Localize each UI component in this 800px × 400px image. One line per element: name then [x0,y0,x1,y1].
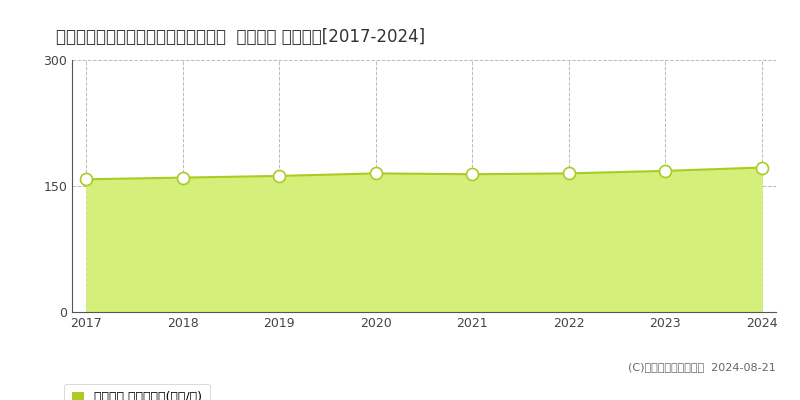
Point [466,171,478,178]
Point [658,168,671,174]
Point [273,173,286,179]
Legend: 地価公示 平均坪単価(万円/坪): 地価公示 平均坪単価(万円/坪) [64,384,210,400]
Point [80,176,93,182]
Point [755,164,768,171]
Text: (C)土地価格ドットコム  2024-08-21: (C)土地価格ドットコム 2024-08-21 [628,362,776,372]
Point [177,174,190,181]
Point [370,170,382,176]
Text: 東京都中野区沼袋１丁目２５７番９外  地価公示 地価推移[2017-2024]: 東京都中野区沼袋１丁目２５７番９外 地価公示 地価推移[2017-2024] [56,28,425,46]
Point [562,170,575,176]
